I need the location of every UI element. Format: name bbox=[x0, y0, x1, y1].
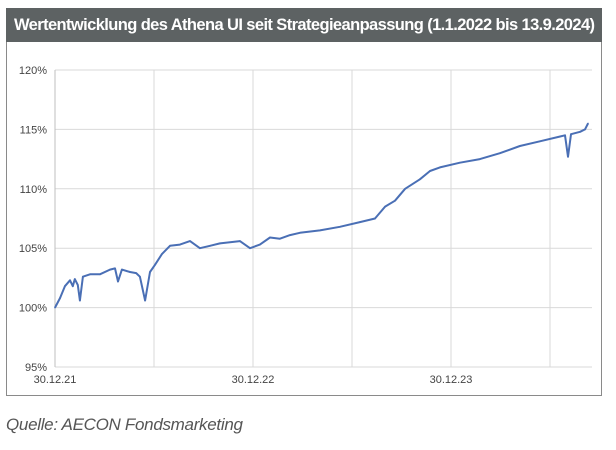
data-point bbox=[129, 271, 131, 273]
data-point bbox=[587, 122, 589, 125]
data-point bbox=[579, 130, 581, 133]
data-point bbox=[339, 226, 341, 228]
data-point bbox=[384, 205, 386, 208]
data-point bbox=[161, 253, 163, 255]
data-point bbox=[404, 188, 406, 190]
data-point bbox=[144, 299, 146, 302]
data-point bbox=[69, 279, 71, 282]
data-point bbox=[249, 247, 251, 249]
data-point bbox=[269, 236, 271, 239]
data-point bbox=[179, 243, 181, 246]
data-point bbox=[189, 240, 191, 242]
data-point bbox=[374, 217, 376, 220]
data-point bbox=[239, 240, 241, 242]
source-note: Quelle: AECON Fondsmarketing bbox=[6, 415, 243, 434]
data-point bbox=[319, 229, 321, 232]
data-point bbox=[567, 155, 569, 158]
data-point bbox=[154, 264, 156, 266]
chart-frame bbox=[6, 42, 602, 396]
data-point bbox=[139, 275, 141, 278]
data-point bbox=[259, 243, 261, 246]
data-point bbox=[570, 133, 572, 135]
data-point bbox=[114, 267, 116, 270]
data-point bbox=[72, 285, 74, 288]
data-point bbox=[459, 161, 461, 164]
data-point bbox=[279, 237, 281, 240]
data-point bbox=[169, 245, 171, 247]
data-point bbox=[479, 158, 481, 160]
data-point bbox=[109, 268, 111, 271]
data-point bbox=[135, 272, 137, 274]
data-point bbox=[82, 275, 84, 278]
chart-title: Wertentwicklung des Athena UI seit Strat… bbox=[6, 8, 602, 42]
data-point bbox=[429, 170, 431, 172]
data-point bbox=[584, 128, 586, 131]
data-point bbox=[359, 221, 361, 223]
y-tick-label: 100% bbox=[19, 303, 47, 315]
data-point bbox=[79, 299, 81, 302]
x-tick-label: 30.12.23 bbox=[430, 374, 473, 386]
data-point bbox=[229, 241, 231, 244]
data-point bbox=[121, 268, 123, 271]
data-point bbox=[59, 297, 61, 299]
data-point bbox=[564, 134, 566, 137]
data-point bbox=[499, 152, 501, 154]
data-point bbox=[539, 140, 541, 143]
y-tick-label: 95% bbox=[25, 362, 47, 374]
data-point bbox=[289, 234, 291, 236]
data-point bbox=[76, 284, 79, 286]
data-point bbox=[117, 280, 119, 283]
data-point bbox=[519, 145, 521, 147]
data-point bbox=[99, 273, 101, 276]
data-point bbox=[394, 199, 396, 202]
x-tick-label: 30.12.22 bbox=[232, 374, 275, 386]
data-point bbox=[439, 166, 441, 169]
y-tick-label: 110% bbox=[20, 184, 48, 196]
y-tick-label: 105% bbox=[19, 243, 47, 255]
series-line bbox=[54, 123, 589, 309]
data-point bbox=[74, 278, 76, 280]
data-point bbox=[64, 285, 66, 288]
data-point bbox=[149, 271, 151, 273]
x-tick-label: 30.12.21 bbox=[34, 374, 77, 386]
y-tick-label: 115% bbox=[20, 124, 48, 136]
data-point bbox=[209, 245, 211, 247]
data-point bbox=[54, 306, 56, 309]
data-point bbox=[419, 178, 421, 181]
data-point bbox=[299, 231, 301, 234]
data-point bbox=[89, 273, 91, 276]
y-tick-label: 120% bbox=[19, 65, 47, 77]
data-point bbox=[559, 135, 561, 138]
data-point bbox=[199, 247, 201, 249]
data-point bbox=[219, 242, 221, 245]
